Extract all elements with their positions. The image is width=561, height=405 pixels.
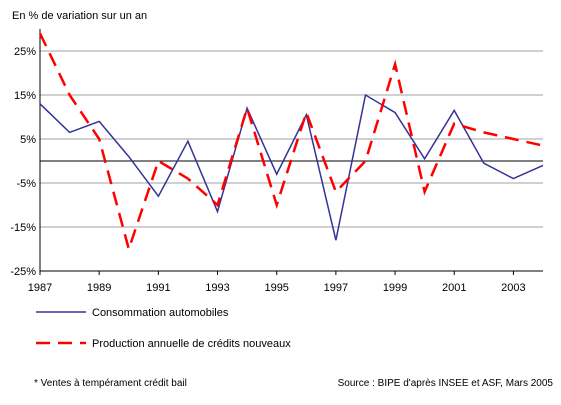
y-tick-label: 5% bbox=[20, 134, 36, 146]
x-tick-label: 1997 bbox=[324, 282, 348, 294]
x-tick-label: 1987 bbox=[28, 282, 52, 294]
y-tick-label: -15% bbox=[10, 222, 36, 234]
y-tick-label: -25% bbox=[10, 266, 36, 278]
x-tick-label: 1995 bbox=[264, 282, 288, 294]
y-tick-label: 25% bbox=[14, 46, 36, 58]
x-tick-label: 1989 bbox=[87, 282, 111, 294]
x-tick-label: 1993 bbox=[205, 282, 229, 294]
source-note: Source : BIPE d'après INSEE et ASF, Mars… bbox=[338, 378, 554, 389]
footnote: * Ventes à tempérament crédit bail bbox=[34, 378, 187, 389]
legend: Consommation automobiles Production annue… bbox=[36, 307, 291, 350]
x-tick-label: 1991 bbox=[146, 282, 170, 294]
series-lines bbox=[38, 32, 544, 254]
x-tick-label: 1999 bbox=[383, 282, 407, 294]
legend-label: Production annuelle de crédits nouveaux bbox=[92, 338, 291, 350]
y-tick-label: 15% bbox=[14, 90, 36, 102]
y-tick-label: -5% bbox=[16, 178, 36, 190]
x-tick-label: 2003 bbox=[501, 282, 525, 294]
series-line-consommation bbox=[39, 93, 544, 241]
unit-label: En % de variation sur un an bbox=[12, 10, 147, 22]
axes: 25% 15% 5% -5% -15% -25% 1987 1989 1991 1993 1995 1… bbox=[10, 29, 543, 294]
legend-label: Consommation automobiles bbox=[92, 307, 229, 319]
x-tick-label: 2001 bbox=[442, 282, 466, 294]
